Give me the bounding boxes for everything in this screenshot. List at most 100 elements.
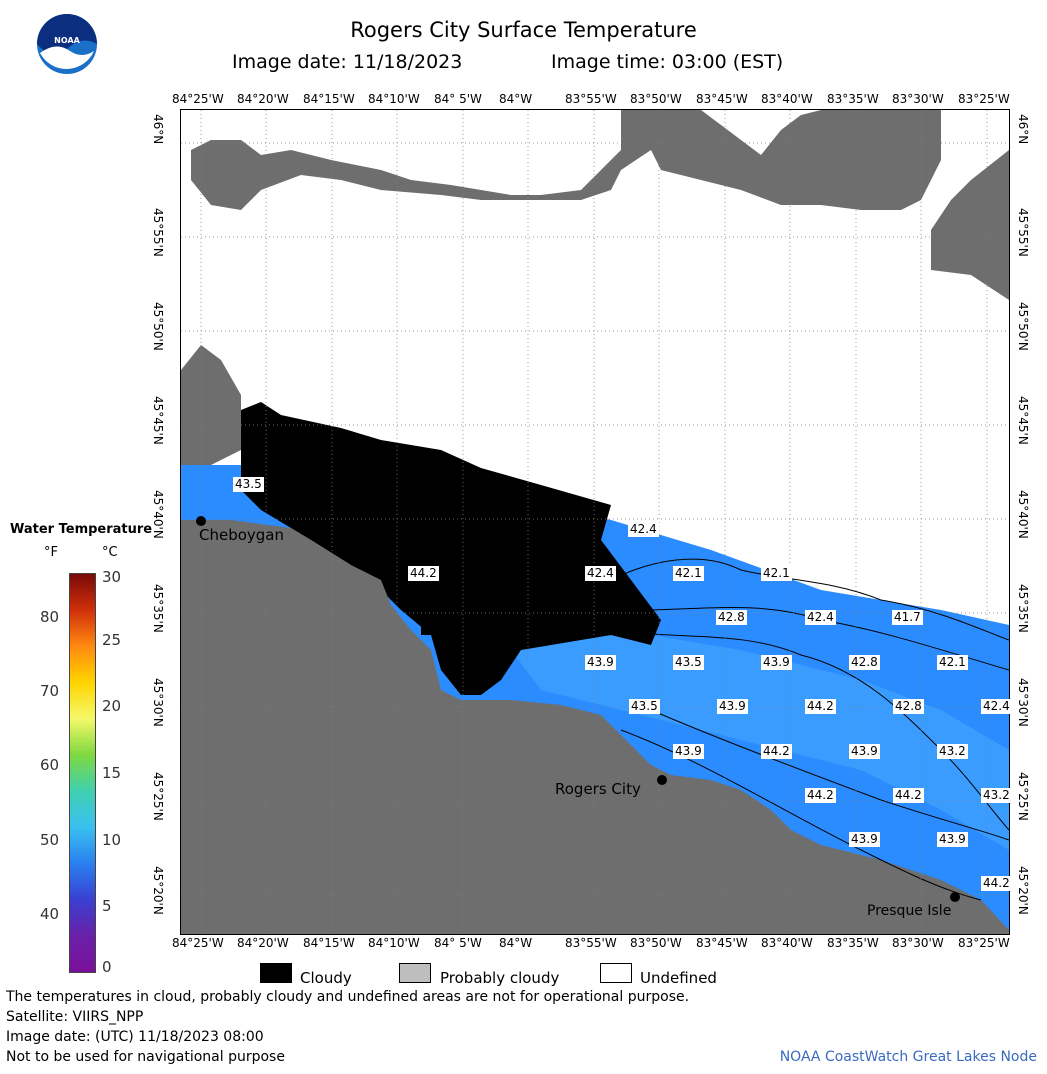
image-time: Image time: 03:00 (EST)	[551, 51, 784, 73]
presque-isle-marker	[950, 892, 960, 902]
lon-bottom-tick: 84°20'W	[237, 936, 289, 950]
map-area	[180, 109, 1010, 935]
temperature-label: 43.9	[761, 655, 792, 670]
temperature-label: 44.2	[805, 699, 836, 714]
lon-top-tick: 84°20'W	[237, 92, 289, 106]
colorbar-f-tick: 40	[40, 905, 60, 923]
lat-right-tick: 45°25'N	[1016, 772, 1030, 821]
lat-right-tick: 45°55'N	[1016, 208, 1030, 257]
map-title: Rogers City Surface Temperature	[350, 18, 697, 42]
lat-left-tick: 45°45'N	[151, 396, 165, 445]
utc-date-text: Image date: (UTC) 11/18/2023 08:00	[6, 1029, 264, 1045]
noaa-logo: NOAA	[36, 13, 98, 75]
lat-right-tick: 45°20'N	[1016, 866, 1030, 915]
colorbar-c-tick: 5	[102, 897, 112, 915]
lon-bottom-tick: 83°45'W	[696, 936, 748, 950]
colorbar-c-tick: 30	[102, 568, 122, 586]
lon-bottom-tick: 83°25'W	[958, 936, 1010, 950]
lon-top-tick: 83°25'W	[958, 92, 1010, 106]
probably-cloudy-swatch	[399, 963, 431, 983]
temperature-label: 43.9	[937, 832, 968, 847]
temperature-label: 43.9	[673, 744, 704, 759]
colorbar-c-tick: 25	[102, 631, 122, 649]
isotherm-line	[650, 709, 1010, 841]
temperature-label: 42.1	[761, 566, 792, 581]
temperature-label: 43.5	[673, 655, 704, 670]
lon-bottom-tick: 84°25'W	[172, 936, 224, 950]
satellite-text: Satellite: VIIRS_NPP	[6, 1009, 144, 1025]
temperature-label: 44.2	[408, 566, 439, 581]
lat-left-tick: 45°20'N	[151, 866, 165, 915]
lon-top-tick: 84°W	[499, 92, 533, 106]
lon-top-tick: 84°25'W	[172, 92, 224, 106]
temperature-label: 44.2	[805, 788, 836, 803]
undefined-swatch	[600, 963, 632, 983]
temperature-label: 43.5	[629, 699, 660, 714]
temperature-label: 43.9	[849, 832, 880, 847]
colorbar-f-tick: 70	[40, 682, 60, 700]
lon-bottom-tick: 83°35'W	[827, 936, 879, 950]
lon-bottom-tick: 84°15'W	[303, 936, 355, 950]
lat-right-tick: 46°N	[1016, 114, 1030, 145]
lat-right-tick: 45°45'N	[1016, 396, 1030, 445]
colorbar-f-tick: 50	[40, 831, 60, 849]
land-northeast	[931, 150, 1009, 300]
cheboygan-label: Cheboygan	[199, 526, 285, 544]
isotherm-line	[610, 629, 1010, 831]
lat-left-tick: 45°25'N	[151, 772, 165, 821]
cheboygan-marker	[196, 516, 206, 526]
cloud-region	[241, 402, 661, 695]
temperature-label: 42.4	[628, 522, 659, 537]
colorbar-c-tick: 0	[102, 958, 112, 976]
colorbar-f-tick: 60	[40, 756, 60, 774]
land-bois-blanc	[181, 345, 241, 465]
temperature-label: 43.2	[981, 788, 1012, 803]
cloudy-label: Cloudy	[300, 969, 352, 987]
temperature-label: 42.4	[805, 610, 836, 625]
colorbar-title: Water Temperature	[10, 522, 153, 537]
temperature-label: 43.9	[849, 744, 880, 759]
temperature-label: 43.2	[937, 744, 968, 759]
lat-left-tick: 45°30'N	[151, 678, 165, 727]
temperature-label: 43.9	[585, 655, 616, 670]
lat-left-tick: 45°55'N	[151, 208, 165, 257]
lon-top-tick: 83°30'W	[892, 92, 944, 106]
lat-left-tick: 46°N	[151, 114, 165, 145]
lat-right-tick: 45°50'N	[1016, 302, 1030, 351]
lat-right-tick: 45°30'N	[1016, 678, 1030, 727]
warm-water-region	[511, 630, 1009, 850]
temperature-label: 42.8	[716, 610, 747, 625]
lon-top-tick: 83°55'W	[565, 92, 617, 106]
rogers-city-label: Rogers City	[555, 780, 641, 798]
lon-top-tick: 84°15'W	[303, 92, 355, 106]
colorbar-unit-f: °F	[44, 545, 58, 560]
colorbar-f-tick: 80	[40, 608, 60, 626]
rogers-city-marker	[657, 775, 667, 785]
temperature-label: 42.8	[893, 699, 924, 714]
colorbar-unit-c: °C	[102, 545, 118, 560]
lon-top-tick: 83°45'W	[696, 92, 748, 106]
temperature-label: 42.1	[937, 655, 968, 670]
isotherm-line	[610, 558, 1010, 641]
disclaimer-text: The temperatures in cloud, probably clou…	[6, 989, 690, 1005]
logo-text: NOAA	[54, 36, 80, 45]
lon-top-tick: 83°40'W	[761, 92, 813, 106]
lon-top-tick: 84°10'W	[368, 92, 420, 106]
lon-bottom-tick: 83°30'W	[892, 936, 944, 950]
temperature-label: 42.4	[585, 566, 616, 581]
lon-bottom-tick: 83°40'W	[761, 936, 813, 950]
lon-bottom-tick: 83°55'W	[565, 936, 617, 950]
temperature-label: 42.1	[673, 566, 704, 581]
land-north-shore	[191, 110, 941, 210]
temperature-label: 44.2	[981, 876, 1012, 891]
presque-isle-label: Presque Isle	[867, 903, 952, 919]
lat-left-tick: 45°40'N	[151, 490, 165, 539]
cloudy-swatch	[260, 963, 292, 983]
lon-top-tick: 84° 5'W	[434, 92, 482, 106]
lon-bottom-tick: 83°50'W	[630, 936, 682, 950]
credit-text: NOAA CoastWatch Great Lakes Node	[779, 1049, 1037, 1065]
undefined-label: Undefined	[640, 969, 717, 987]
land-south-shore	[181, 520, 1009, 934]
temperature-label: 44.2	[761, 744, 792, 759]
temperature-label: 42.4	[981, 699, 1012, 714]
